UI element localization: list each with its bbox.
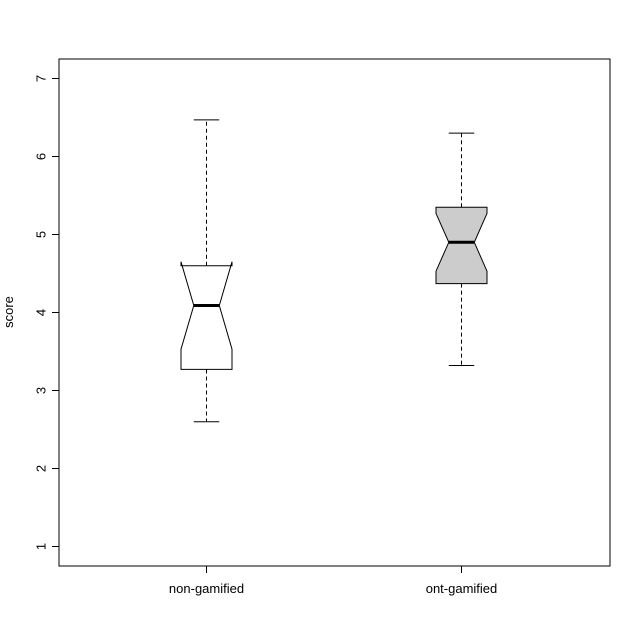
box-non-gamified — [180, 119, 233, 423]
box-body — [180, 261, 233, 370]
boxes-group — [180, 119, 488, 423]
x-axis: non-gamified ont-gamified — [169, 565, 498, 596]
y-tick-label: 3 — [33, 387, 48, 394]
y-axis-title: score — [1, 296, 16, 328]
x-tick-label: ont-gamified — [426, 581, 498, 596]
y-tick-label: 2 — [33, 465, 48, 472]
y-tick-label: 6 — [33, 153, 48, 160]
box-body — [435, 206, 488, 285]
y-tick-label: 5 — [33, 231, 48, 238]
y-tick-label: 1 — [33, 543, 48, 550]
y-axis: 1 2 3 4 5 6 7 — [33, 75, 60, 550]
x-tick-label: non-gamified — [169, 581, 244, 596]
plot-frame — [58, 58, 611, 567]
box-ont-gamified — [435, 132, 488, 367]
y-tick-label: 4 — [33, 309, 48, 316]
y-tick-label: 7 — [33, 75, 48, 82]
